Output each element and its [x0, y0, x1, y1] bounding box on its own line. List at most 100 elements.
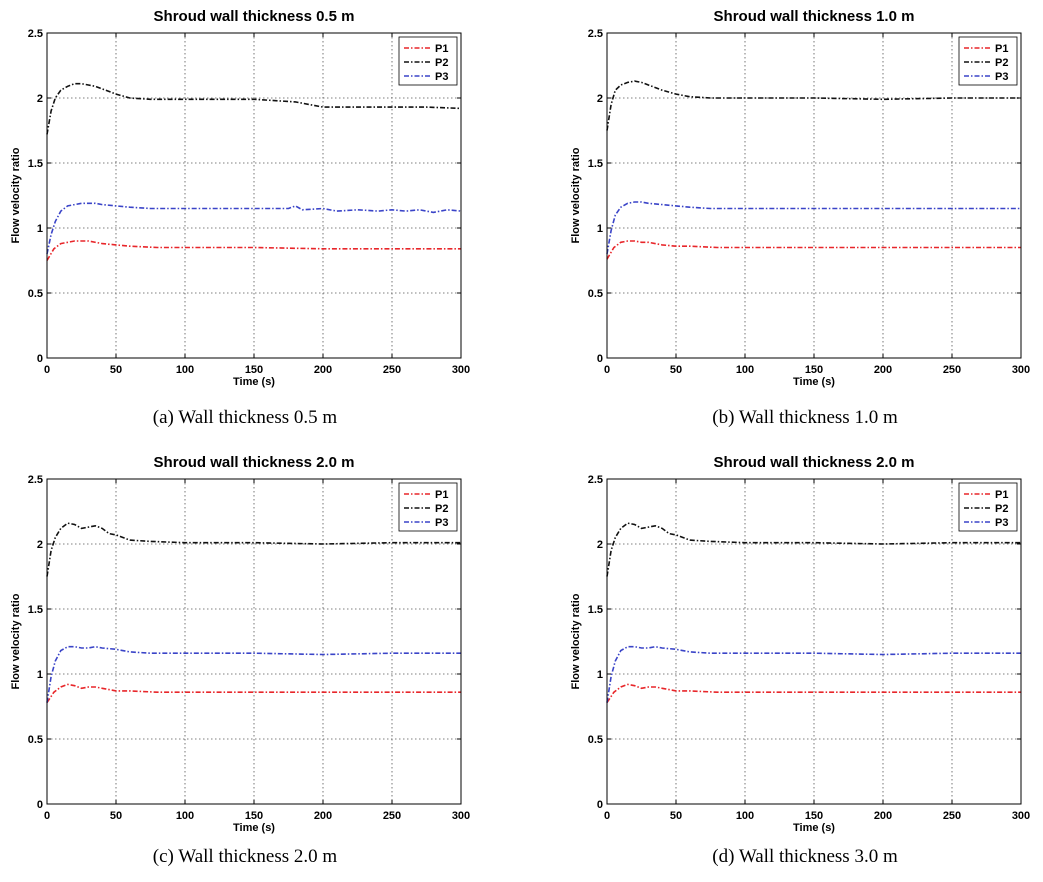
chart-panel-3: Shroud wall thickness 2.0 m 0 50 100 150 200 2… — [10, 454, 470, 867]
legend: P1 P2 P3 — [958, 36, 1018, 86]
chart-panel-1: Shroud wall thickness 0.5 m 0 50 100 150 200 2… — [10, 8, 470, 428]
y-tick-label: 2.5 — [588, 28, 603, 40]
x-axis-label: Time (s) — [233, 822, 275, 834]
x-axis-label: Time (s) — [793, 822, 835, 834]
y-axis-label: Flow velocity ratio — [10, 593, 22, 689]
x-tick-label: 0 — [604, 810, 610, 822]
legend-label-p3: P3 — [995, 71, 1008, 83]
panel-caption: (a) Wall thickness 0.5 m — [153, 407, 338, 428]
y-tick-label: 1 — [37, 669, 43, 681]
x-tick-label: 150 — [805, 364, 823, 376]
y-tick-label: 0.5 — [28, 288, 43, 300]
plot-area — [607, 33, 1021, 358]
series-line-p3 — [606, 201, 1021, 255]
y-tick-label: 2.5 — [28, 28, 43, 40]
x-tick-label: 50 — [670, 810, 682, 822]
x-tick-label: 300 — [1012, 364, 1030, 376]
y-tick-label: 2.5 — [588, 474, 603, 486]
legend-label-p2: P2 — [435, 503, 448, 515]
y-tick-label: 1 — [597, 223, 603, 235]
x-tick-label: 50 — [110, 364, 122, 376]
x-tick-label: 300 — [452, 810, 470, 822]
x-tick-label: 200 — [314, 364, 332, 376]
chart-panel-4: Shroud wall thickness 2.0 m 0 50 100 150 200 2… — [570, 454, 1030, 867]
x-tick-label: 300 — [1012, 810, 1030, 822]
x-axis-label: Time (s) — [793, 376, 835, 388]
x-tick-label: 100 — [736, 810, 754, 822]
y-tick-label: 0 — [37, 353, 43, 365]
x-tick-label: 150 — [805, 810, 823, 822]
y-tick-label: 2 — [597, 93, 603, 105]
chart-title: Shroud wall thickness 2.0 m — [714, 454, 915, 471]
y-tick-label: 0.5 — [28, 734, 43, 746]
x-tick-label: 250 — [383, 364, 401, 376]
y-tick-label: 2 — [597, 539, 603, 551]
legend-label-p3: P3 — [995, 517, 1008, 529]
legend-box — [958, 36, 1018, 86]
x-tick-label: 100 — [176, 810, 194, 822]
chart-panel-2: Shroud wall thickness 1.0 m 0 50 100 150 200 2… — [570, 8, 1030, 428]
legend-label-p1: P1 — [435, 489, 448, 501]
y-tick-label: 1.5 — [28, 604, 43, 616]
x-tick-label: 0 — [604, 364, 610, 376]
x-tick-label: 50 — [110, 810, 122, 822]
x-tick-label: 250 — [383, 810, 401, 822]
x-tick-label: 100 — [176, 364, 194, 376]
series-line-p1 — [606, 683, 1021, 704]
plot-area — [47, 479, 461, 804]
legend-label-p2: P2 — [435, 57, 448, 69]
y-tick-label: 0 — [597, 353, 603, 365]
y-tick-label: 0.5 — [588, 288, 603, 300]
panel-caption: (b) Wall thickness 1.0 m — [712, 407, 898, 428]
y-tick-label: 2.5 — [28, 474, 43, 486]
series-line-p2 — [606, 80, 1021, 131]
plot-area — [47, 33, 461, 358]
x-tick-label: 250 — [943, 810, 961, 822]
x-tick-label: 200 — [874, 364, 892, 376]
x-tick-label: 150 — [245, 810, 263, 822]
series-line-p2 — [606, 522, 1021, 577]
legend-box — [398, 36, 458, 86]
legend-label-p3: P3 — [435, 71, 448, 83]
series-line-p1 — [46, 240, 461, 261]
x-tick-label: 0 — [44, 810, 50, 822]
legend-box — [958, 482, 1018, 532]
legend-label-p2: P2 — [995, 57, 1008, 69]
legend: P1 P2 P3 — [398, 36, 458, 86]
y-tick-label: 2 — [37, 93, 43, 105]
y-tick-label: 0.5 — [588, 734, 603, 746]
y-tick-label: 1 — [597, 669, 603, 681]
chart-title: Shroud wall thickness 2.0 m — [154, 454, 355, 471]
legend-label-p1: P1 — [435, 43, 448, 55]
legend: P1 P2 P3 — [958, 482, 1018, 532]
x-tick-label: 200 — [874, 810, 892, 822]
x-tick-label: 300 — [452, 364, 470, 376]
x-tick-label: 150 — [245, 364, 263, 376]
y-tick-label: 0 — [597, 799, 603, 811]
y-tick-label: 0 — [37, 799, 43, 811]
legend: P1 P2 P3 — [398, 482, 458, 532]
plot-area — [607, 479, 1021, 804]
x-axis-label: Time (s) — [233, 376, 275, 388]
x-tick-label: 50 — [670, 364, 682, 376]
legend-box — [398, 482, 458, 532]
series-line-p2 — [46, 82, 462, 135]
y-tick-label: 2 — [37, 539, 43, 551]
x-tick-label: 0 — [44, 364, 50, 376]
x-tick-label: 200 — [314, 810, 332, 822]
y-tick-label: 1.5 — [28, 158, 43, 170]
legend-label-p1: P1 — [995, 489, 1008, 501]
chart-title: Shroud wall thickness 1.0 m — [714, 8, 915, 25]
y-axis-label: Flow velocity ratio — [10, 147, 22, 243]
series-line-p2 — [46, 522, 461, 577]
panel-caption: (d) Wall thickness 3.0 m — [712, 846, 898, 867]
panel-caption: (c) Wall thickness 2.0 m — [153, 846, 338, 867]
series-line-p1 — [606, 240, 1021, 260]
y-axis-label: Flow velocity ratio — [570, 593, 582, 689]
y-axis-label: Flow velocity ratio — [570, 147, 582, 243]
y-tick-label: 1 — [37, 223, 43, 235]
legend-label-p1: P1 — [995, 43, 1008, 55]
y-tick-label: 1.5 — [588, 158, 603, 170]
legend-label-p2: P2 — [995, 503, 1008, 515]
